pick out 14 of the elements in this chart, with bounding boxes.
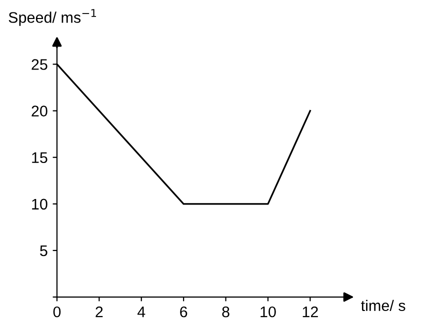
x-tick-label: 10 bbox=[260, 306, 276, 318]
x-tick-label: 0 bbox=[53, 306, 61, 318]
y-tick-label: 20 bbox=[32, 106, 48, 116]
y-tick-label: 10 bbox=[32, 198, 48, 210]
y-tick-label: 15 bbox=[32, 152, 48, 164]
x-tick-label: 8 bbox=[222, 306, 230, 318]
x-tick-label: 2 bbox=[96, 306, 103, 318]
y-tick-label: 25 bbox=[32, 59, 48, 70]
x-tick-label: 6 bbox=[180, 306, 188, 318]
y-tick-label: 5 bbox=[40, 246, 48, 256]
x-tick-label: 4 bbox=[137, 306, 146, 318]
x-tick-label: 12 bbox=[302, 306, 318, 318]
y-axis-title: Speed/ ms$^{−1}$ bbox=[8, 9, 96, 26]
x-axis-title: time/ s bbox=[361, 300, 406, 312]
